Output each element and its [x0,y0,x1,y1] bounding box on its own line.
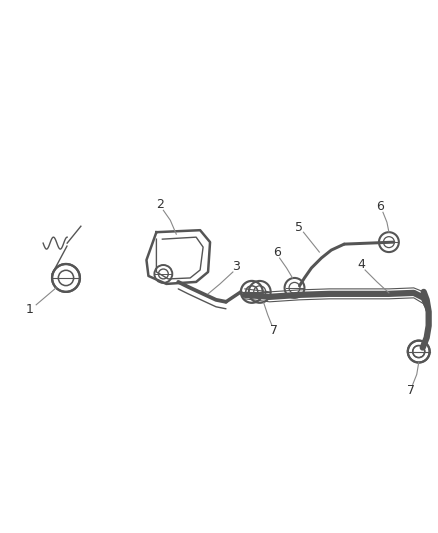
Text: 7: 7 [270,324,278,337]
Text: 5: 5 [296,221,304,233]
Text: 4: 4 [357,257,365,271]
Text: 6: 6 [376,200,384,213]
Text: 7: 7 [407,384,415,397]
Text: 2: 2 [156,198,164,211]
Text: 6: 6 [273,246,281,259]
Text: 1: 1 [25,303,33,316]
Text: 3: 3 [232,261,240,273]
